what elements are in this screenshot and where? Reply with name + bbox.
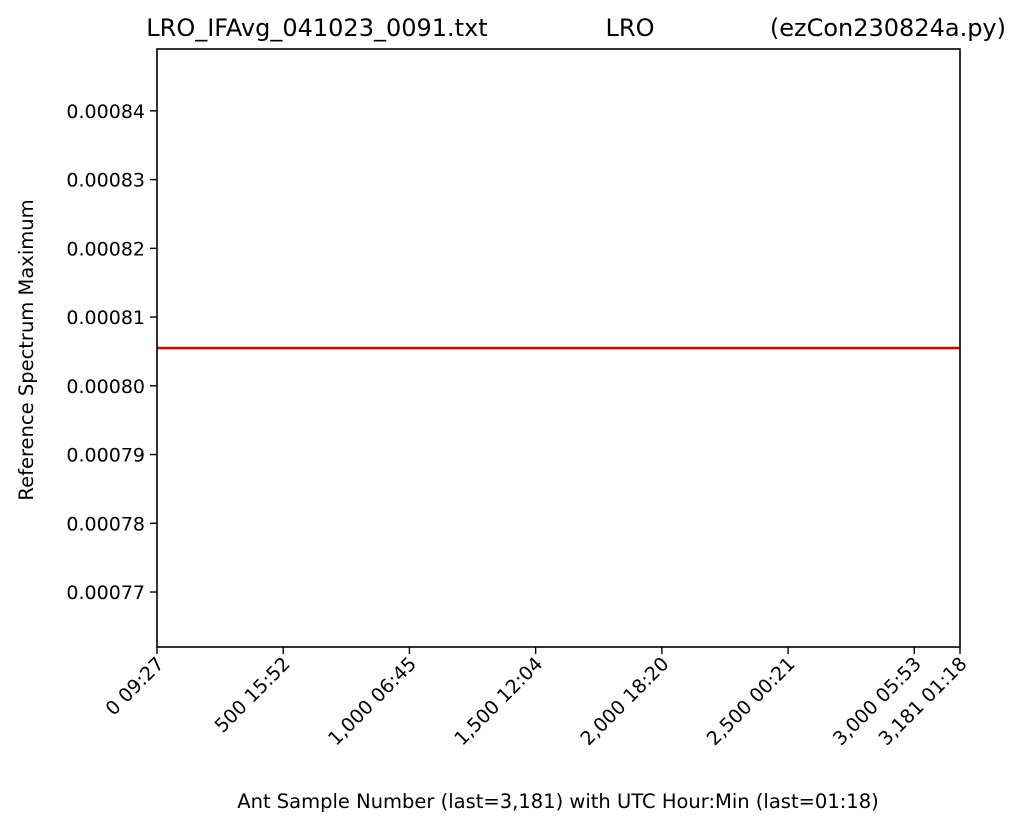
x-axis: 0 09:27 500 15:52 1,000 06:45 1,500 12:04 2,… [101,647,972,750]
y-tick-label: 0.00077 [66,582,145,604]
plot-frame [156,48,961,648]
x-tick-label: 2,500 00:21 [703,653,800,750]
y-tick-label: 0.00080 [66,376,145,398]
y-axis: 0.00077 0.00078 0.00079 0.00080 0.00081 0.000… [66,101,157,604]
chart-title-left: LRO_IFAvg_041023_0091.txt [146,14,487,42]
y-tick-label: 0.00079 [66,445,145,467]
y-tick-label: 0.00081 [66,307,145,329]
x-axis-label: Ant Sample Number (last=3,181) with UTC … [237,790,878,813]
chart-title-center: LRO [606,14,655,42]
y-tick-label: 0.00078 [66,513,145,535]
x-tick-label: 500 15:52 [211,653,295,737]
x-tick-label: 1,500 12:04 [450,653,547,750]
x-tick-label: 0 09:27 [101,653,168,720]
y-axis-label: Reference Spectrum Maximum [15,199,38,500]
x-tick-label: 1,000 06:45 [324,653,421,750]
plot-area [156,48,961,648]
y-tick-label: 0.00083 [66,170,145,192]
y-tick-label: 0.00084 [66,101,145,123]
x-tick-label: 2,000 18:20 [576,653,673,750]
chart-title-right: (ezCon230824a.py) [770,14,1006,42]
y-tick-label: 0.00082 [66,238,145,260]
